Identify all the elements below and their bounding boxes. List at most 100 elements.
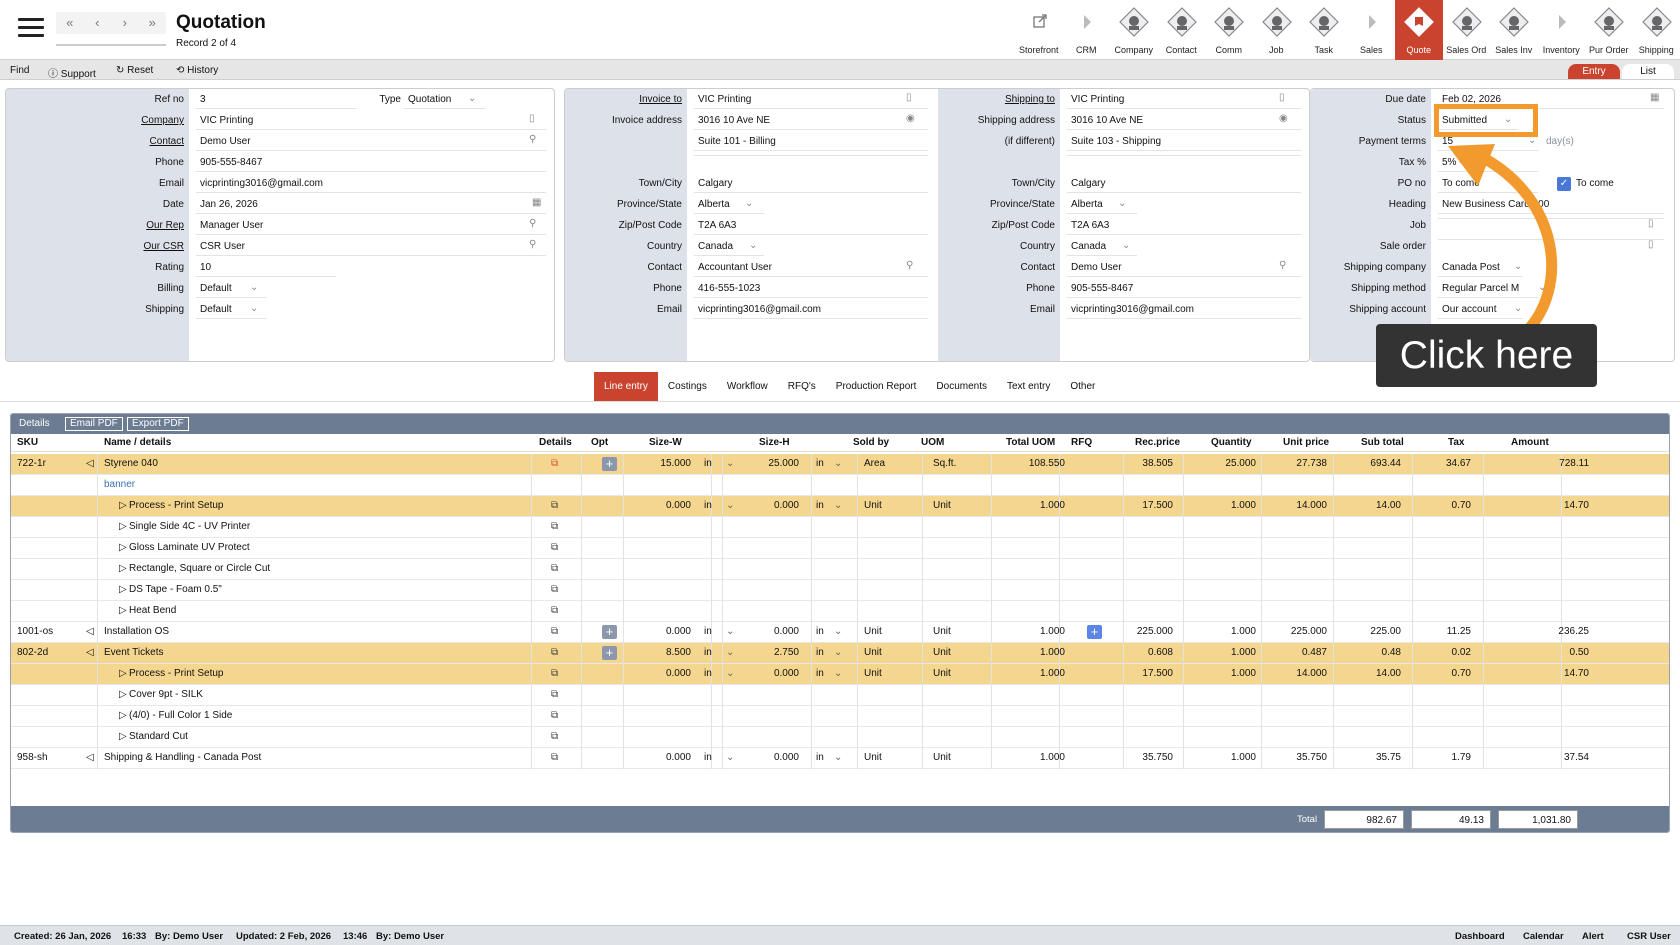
job-field[interactable] (1438, 218, 1664, 219)
invoice-phone-field[interactable]: 416-555-1023 (694, 281, 928, 298)
location-pin-icon[interactable]: ◉ (906, 113, 915, 124)
column-header-details[interactable]: Details (539, 437, 572, 448)
module-contact[interactable]: Contact (1158, 0, 1206, 60)
table-row-subitem[interactable]: ▷ (4/0) - Full Color 1 Side ⧉ (11, 706, 1669, 727)
table-row[interactable]: 722-1r ◁ Styrene 040 ⧉ +15.000 in ⌄ 25.000 in ⌄ Ar… (11, 454, 1669, 475)
reset-button[interactable]: ↻ Reset (116, 65, 153, 76)
details-icon[interactable]: ⧉ (551, 647, 559, 658)
hamburger-menu-icon[interactable] (18, 18, 44, 38)
person-icon[interactable]: ⚲ (906, 260, 914, 271)
payment-terms-select[interactable]: 15 (1438, 134, 1538, 151)
person-icon[interactable]: ⚲ (529, 218, 537, 229)
invoice-to-link[interactable]: Invoice to (639, 94, 682, 105)
dashboard-link[interactable]: Dashboard (1455, 931, 1505, 942)
chevron-down-icon[interactable]: ⌄ (468, 93, 477, 104)
shipping-company-select[interactable]: Canada Post (1438, 260, 1523, 277)
column-header-total-uom[interactable]: Total UOM (1006, 437, 1056, 448)
column-header-size-w[interactable]: Size-W (649, 437, 682, 448)
alert-link[interactable]: Alert (1582, 931, 1604, 942)
shipping-contact-field[interactable]: Demo User (1067, 260, 1301, 277)
person-icon[interactable]: ⚲ (529, 134, 537, 145)
details-icon[interactable]: ⧉ (551, 605, 559, 616)
table-row-subitem[interactable]: ▷ Single Side 4C - UV Printer ⧉ (11, 517, 1669, 538)
shipping-email-field[interactable]: vicprinting3016@gmail.com (1067, 302, 1301, 319)
column-header-uom[interactable]: UOM (921, 437, 945, 448)
column-header-unit-price[interactable]: Unit price (1283, 437, 1330, 448)
option-add-button[interactable]: + (602, 625, 617, 639)
details-icon[interactable]: ⧉ (551, 563, 559, 574)
chevron-down-icon[interactable]: ⌄ (834, 626, 843, 637)
tab-workflow[interactable]: Workflow (726, 381, 768, 392)
details-icon[interactable]: ⧉ (551, 731, 559, 742)
details-icon[interactable]: ⧉ (551, 752, 559, 763)
chevron-down-icon[interactable]: ⌄ (834, 647, 843, 658)
invoice-zip-field[interactable]: T2A 6A3 (694, 218, 928, 235)
first-record-button[interactable]: « (66, 15, 74, 30)
company-link[interactable]: Company (141, 115, 184, 126)
table-row[interactable]: 1001-os ◁ Installation OS ⧉ +0.000 in ⌄ 0.000 in… (11, 622, 1669, 643)
expand-icon[interactable]: ▷ (119, 605, 127, 616)
column-header-name-details[interactable]: Name / details (104, 437, 172, 448)
table-row-subitem[interactable]: ▷ Gloss Laminate UV Protect ⧉ (11, 538, 1669, 559)
chevron-down-icon[interactable]: ⌄ (726, 458, 735, 469)
chevron-down-icon[interactable]: ⌄ (834, 500, 843, 511)
contact-link[interactable]: Contact (149, 136, 184, 147)
calendar-icon[interactable]: ▦ (1650, 92, 1660, 103)
tab-rfq-s[interactable]: RFQ's (787, 381, 816, 392)
chevron-down-icon[interactable]: ⌄ (1514, 261, 1523, 272)
entry-view-tab[interactable]: Entry (1568, 64, 1620, 79)
shipping-province-select[interactable]: Alberta (1067, 197, 1137, 214)
our-rep-link[interactable]: Our Rep (146, 220, 184, 231)
table-row[interactable]: 958-sh ◁ Shipping & Handling - Canada Post… (11, 748, 1669, 769)
find-button[interactable]: Find (10, 65, 30, 76)
details-icon[interactable]: ⧉ (551, 458, 559, 469)
date-field[interactable]: Jan 26, 2026 (196, 197, 546, 214)
invoice-address-line1[interactable]: 3016 10 Ave NE (694, 113, 928, 130)
email-field[interactable]: vicprinting3016@gmail.com (196, 176, 546, 193)
company-field[interactable]: VIC Printing (196, 113, 546, 130)
chevron-down-icon[interactable]: ⌄ (749, 240, 758, 251)
expand-icon[interactable]: ▷ (119, 710, 127, 721)
details-icon[interactable]: ⧉ (551, 668, 559, 679)
chevron-down-icon[interactable]: ⌄ (726, 752, 735, 763)
our-rep-field[interactable]: Manager User (196, 218, 546, 235)
table-row-note[interactable]: banner (11, 475, 1669, 496)
invoice-to-field[interactable]: VIC Printing (694, 92, 928, 109)
table-row-subitem[interactable]: ▷ Cover 9pt - SILK ⧉ (11, 685, 1669, 706)
history-button[interactable]: ⟲ History (176, 65, 218, 76)
shipping-zip-field[interactable]: T2A 6A3 (1067, 218, 1301, 235)
chevron-down-icon[interactable]: ⌄ (726, 668, 735, 679)
table-row-subitem[interactable]: ▷ Rectangle, Square or Circle Cut ⧉ (11, 559, 1669, 580)
chevron-down-icon[interactable]: ⌄ (1528, 135, 1537, 146)
invoice-email-field[interactable]: vicprinting3016@gmail.com (694, 302, 928, 319)
collapse-icon[interactable]: ◁ (86, 752, 94, 763)
expand-icon[interactable]: ▷ (119, 584, 127, 595)
column-header-rfq[interactable]: RFQ (1071, 437, 1093, 448)
location-pin-icon[interactable]: ◉ (1279, 113, 1288, 124)
column-header-amount[interactable]: Amount (1511, 437, 1549, 448)
person-icon[interactable]: ⚲ (529, 239, 537, 250)
expand-icon[interactable]: ▷ (119, 500, 127, 511)
shipping-to-field[interactable]: VIC Printing (1067, 92, 1301, 109)
expand-icon[interactable]: ▷ (119, 689, 127, 700)
chevron-down-icon[interactable]: ⌄ (1538, 282, 1547, 293)
collapse-icon[interactable]: ◁ (86, 647, 94, 658)
shipping-address-line2[interactable]: Suite 103 - Shipping (1067, 134, 1301, 151)
calendar-icon[interactable]: ▦ (532, 197, 542, 208)
document-icon[interactable]: ▯ (906, 92, 912, 103)
tax-select[interactable]: 5% - A (1438, 155, 1538, 172)
column-header-size-h[interactable]: Size-H (759, 437, 790, 448)
table-row-subitem[interactable]: ▷ DS Tape - Foam 0.5" ⧉ (11, 580, 1669, 601)
module-sales[interactable]: Sales (1348, 0, 1396, 60)
module-shipping[interactable]: Shipping (1633, 0, 1680, 60)
tab-line-entry[interactable]: Line entry (594, 372, 658, 401)
chevron-down-icon[interactable]: ⌄ (1514, 303, 1523, 314)
collapse-icon[interactable]: ◁ (86, 458, 94, 469)
sale-order-field[interactable] (1438, 239, 1664, 240)
shipping-method-select[interactable]: Regular Parcel M (1438, 281, 1538, 298)
module-quote[interactable]: Quote (1395, 0, 1443, 60)
table-row-subitem[interactable]: ▷ Process - Print Setup ⧉ 0.000 in ⌄ 0.000 in ⌄ U… (11, 496, 1669, 517)
shipping-country-select[interactable]: Canada (1067, 239, 1137, 256)
module-sales-ord[interactable]: Sales Ord (1443, 0, 1491, 60)
shipping-select[interactable]: Default (196, 302, 266, 319)
